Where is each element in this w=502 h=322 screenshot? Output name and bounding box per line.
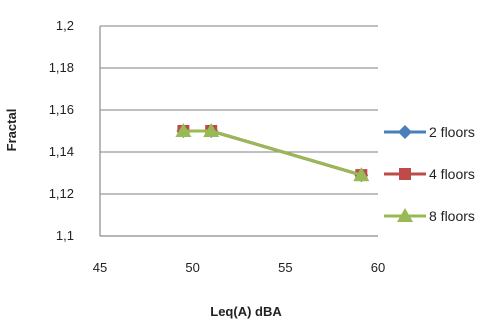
legend-label: 2 floors — [429, 124, 475, 140]
series-2-floors — [176, 124, 369, 183]
y-tick-label: 1,14 — [49, 144, 74, 159]
y-tick-label: 1,2 — [56, 18, 74, 33]
series-8-floors — [175, 123, 370, 182]
data-point — [175, 123, 192, 137]
legend-marker — [399, 168, 411, 180]
x-tick-labels: 45 50 55 60 — [93, 260, 385, 275]
legend-item: 2 floors — [384, 124, 475, 140]
legend: 2 floors 4 floors 8 floors — [384, 124, 475, 224]
axes — [99, 26, 378, 237]
y-axis-label: Fractal — [4, 109, 19, 152]
x-tick-label: 60 — [371, 260, 385, 275]
series-line — [183, 129, 362, 177]
legend-item: 4 floors — [384, 166, 475, 182]
gridlines — [100, 25, 378, 195]
y-tick-labels: 1,1 1,12 1,14 1,16 1,18 1,2 — [49, 18, 74, 243]
legend-item: 8 floors — [384, 208, 475, 224]
series-group — [175, 123, 370, 183]
legend-marker — [397, 208, 413, 222]
legend-label: 8 floors — [429, 208, 475, 224]
y-tick-label: 1,16 — [49, 102, 74, 117]
y-tick-label: 1,18 — [49, 60, 74, 75]
data-point — [353, 167, 370, 182]
x-axis-label: Leq(A) dBA — [210, 304, 282, 319]
x-tick-label: 55 — [278, 260, 292, 275]
y-tick-label: 1,1 — [56, 228, 74, 243]
x-tick-label: 45 — [93, 260, 107, 275]
legend-marker — [398, 125, 412, 139]
legend-label: 4 floors — [429, 166, 475, 182]
x-tick-label: 50 — [185, 260, 199, 275]
y-tick-label: 1,12 — [49, 186, 74, 201]
data-point — [203, 123, 220, 137]
